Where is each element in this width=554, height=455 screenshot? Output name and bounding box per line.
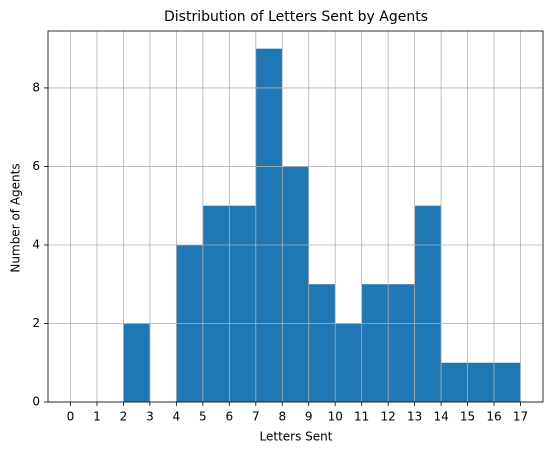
bar	[467, 362, 495, 402]
bar	[123, 323, 150, 402]
y-axis-label: Number of Agents	[9, 163, 23, 272]
x-tick-label: 3	[146, 410, 154, 424]
bar	[388, 284, 415, 402]
x-axis-label: Letters Sent	[260, 430, 333, 444]
x-tick-label: 9	[305, 410, 313, 424]
y-tick-label: 4	[32, 237, 40, 251]
bar	[229, 205, 256, 402]
x-tick-label: 5	[199, 410, 207, 424]
plot-frame	[47, 30, 544, 403]
x-tick-label: 13	[407, 410, 422, 424]
bar	[335, 323, 362, 402]
x-tick-label: 6	[226, 410, 234, 424]
x-tick-label: 1	[93, 410, 101, 424]
x-tick-label: 7	[252, 410, 260, 424]
bar	[441, 362, 468, 402]
x-tick-label: 0	[67, 410, 75, 424]
x-tick-label: 4	[173, 410, 181, 424]
bar	[494, 362, 521, 402]
bar	[202, 205, 230, 402]
y-tick-label: 6	[32, 159, 40, 173]
y-tick-label: 0	[32, 395, 40, 409]
x-tick-label: 8	[278, 410, 286, 424]
x-tick-label: 11	[354, 410, 369, 424]
bar	[308, 284, 336, 402]
x-tick-label: 10	[328, 410, 343, 424]
x-tick-label: 12	[381, 410, 396, 424]
x-tick-label: 16	[486, 410, 501, 424]
x-tick-label: 17	[513, 410, 528, 424]
x-tick-label: 14	[433, 410, 448, 424]
bar	[361, 284, 389, 402]
bar	[414, 205, 442, 402]
x-tick-label: 2	[120, 410, 128, 424]
bar	[255, 48, 283, 403]
y-tick-label: 8	[32, 80, 40, 94]
y-tick-label: 2	[32, 316, 40, 330]
bar	[282, 166, 309, 402]
x-tick-label: 15	[460, 410, 475, 424]
chart-title: Distribution of Letters Sent by Agents	[164, 9, 428, 25]
